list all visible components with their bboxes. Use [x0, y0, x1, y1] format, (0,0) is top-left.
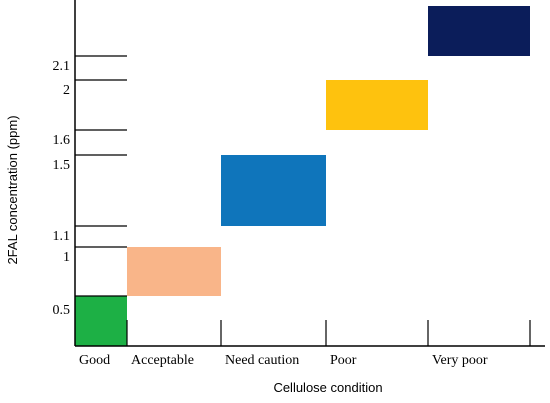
- y-tick-label: 2: [63, 83, 70, 98]
- y-ticks: 0.5 1 1.1 1.5 1.6 2 2.1: [53, 55, 127, 318]
- axes: [74, 0, 545, 347]
- y-tick-label: 1.5: [53, 158, 71, 173]
- range-bars: [75, 6, 530, 346]
- range-bar-good: [75, 296, 127, 346]
- x-tick-label: Poor: [330, 353, 357, 368]
- y-axis-title: 2FAL concentration (ppm): [5, 115, 20, 264]
- range-bar-acceptable: [127, 247, 221, 296]
- y-tick-label: 2.1: [53, 59, 71, 74]
- x-tick-label: Good: [79, 353, 110, 368]
- y-tick-label: 0.5: [53, 303, 71, 318]
- y-tick-label: 1: [63, 250, 70, 265]
- x-tick-label: Very poor: [432, 353, 488, 368]
- range-bar-poor: [326, 80, 428, 130]
- x-axis-title: Cellulose condition: [273, 380, 382, 395]
- y-tick-label: 1.6: [53, 133, 71, 148]
- x-ticks: Good Acceptable Need caution Poor Very poor: [79, 320, 531, 368]
- y-tick-label: 1.1: [53, 229, 71, 244]
- range-bar-need-caution: [221, 155, 326, 226]
- range-bar-very-poor: [428, 6, 530, 56]
- x-tick-label: Need caution: [225, 353, 299, 368]
- x-tick-label: Acceptable: [131, 353, 194, 368]
